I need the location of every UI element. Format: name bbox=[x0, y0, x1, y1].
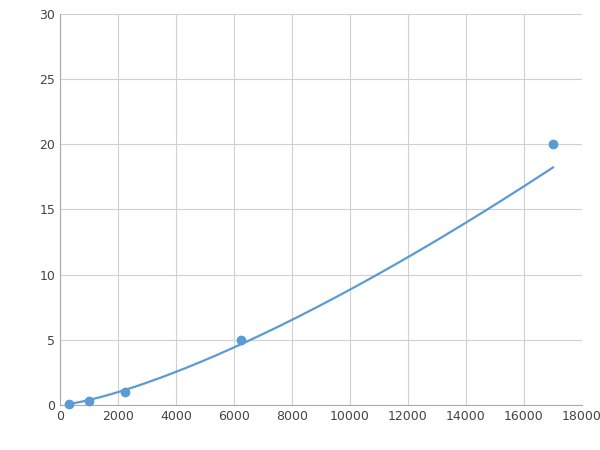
Point bbox=[548, 140, 558, 148]
Point bbox=[64, 400, 74, 407]
Point bbox=[84, 397, 94, 405]
Point bbox=[121, 388, 130, 396]
Point bbox=[236, 336, 246, 343]
